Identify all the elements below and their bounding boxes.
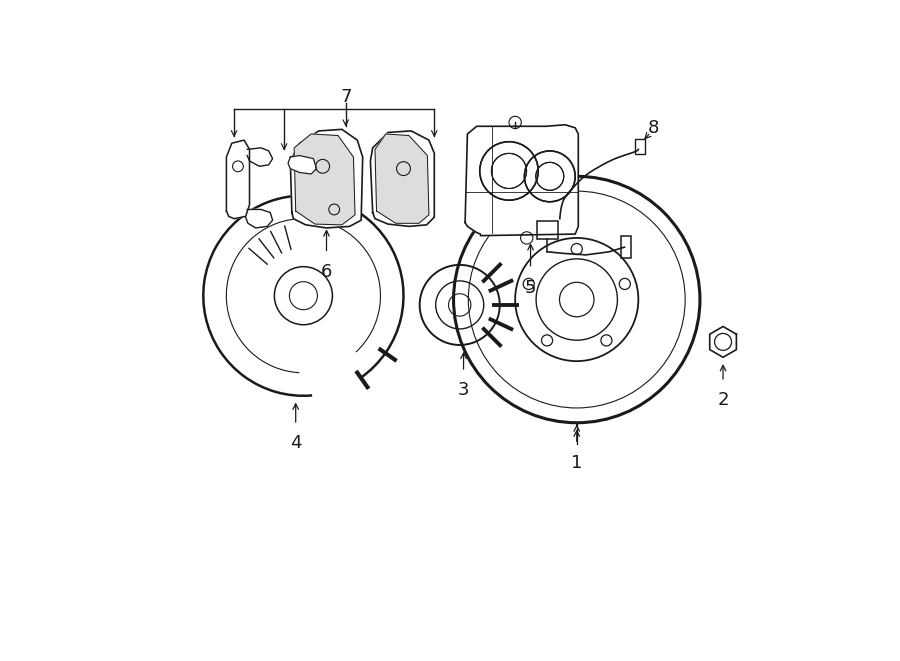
Polygon shape	[294, 134, 355, 225]
Text: 4: 4	[290, 434, 302, 452]
Text: 6: 6	[320, 263, 332, 282]
Text: 2: 2	[717, 391, 729, 409]
Polygon shape	[227, 140, 249, 219]
Text: 7: 7	[340, 88, 352, 106]
Text: 1: 1	[572, 453, 582, 471]
Polygon shape	[375, 134, 429, 223]
Polygon shape	[246, 210, 273, 228]
Polygon shape	[248, 148, 273, 167]
Text: 5: 5	[525, 279, 536, 297]
Polygon shape	[465, 125, 579, 235]
Polygon shape	[710, 327, 736, 358]
Text: 3: 3	[458, 381, 469, 399]
Text: 8: 8	[648, 119, 660, 137]
Polygon shape	[288, 155, 317, 174]
Polygon shape	[371, 131, 435, 226]
Polygon shape	[291, 130, 363, 228]
